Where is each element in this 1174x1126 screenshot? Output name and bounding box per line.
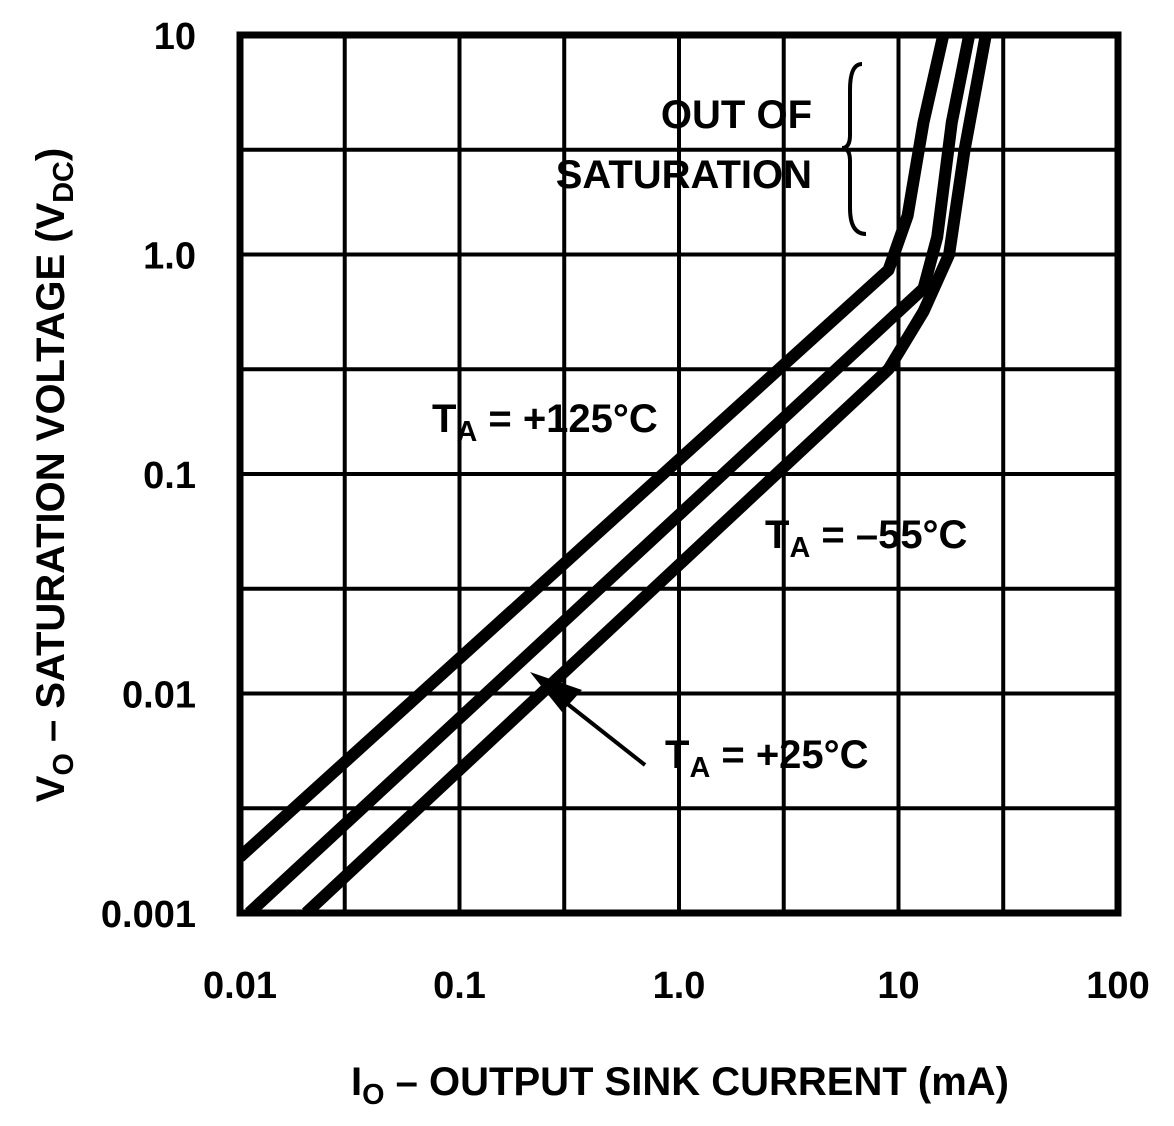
x-tick-label: 0.01 xyxy=(203,965,277,1007)
y-tick-label: 0.001 xyxy=(101,894,196,936)
text-part: = –55°C xyxy=(810,513,967,557)
arrow-head xyxy=(530,672,582,712)
text-part: DC xyxy=(48,161,80,203)
y-axis-title: VO – SATURATION VOLTAGE (VDC) xyxy=(29,148,80,802)
text-part: = +125°C xyxy=(477,397,658,441)
text-part: = +25°C xyxy=(710,733,868,777)
x-axis-title: IO – OUTPUT SINK CURRENT (mA) xyxy=(351,1060,1009,1111)
y-tick-label: 0.01 xyxy=(122,675,196,717)
text-part: O xyxy=(362,1079,384,1111)
text-part: – OUTPUT SINK CURRENT (mA) xyxy=(385,1060,1009,1104)
x-tick-label: 0.1 xyxy=(433,965,486,1007)
text-part: A xyxy=(789,532,810,564)
series-label: TA = +25°C xyxy=(665,733,869,784)
text-part: T xyxy=(665,733,689,777)
series-label: TA = +125°C xyxy=(432,397,658,448)
x-tick-label: 10 xyxy=(877,965,919,1007)
text-part: V xyxy=(29,775,73,802)
text-part: ) xyxy=(29,148,73,161)
text-part: I xyxy=(351,1060,362,1104)
arrow xyxy=(563,700,647,767)
text-part: – SATURATION VOLTAGE (V xyxy=(29,202,73,753)
series-line xyxy=(240,35,950,862)
text-part: T xyxy=(432,397,456,441)
text-part: O xyxy=(48,753,80,775)
y-tick-label: 0.1 xyxy=(143,455,196,497)
x-tick-label: 1.0 xyxy=(653,965,706,1007)
text-part: A xyxy=(689,752,710,784)
annotation: OUT OF xyxy=(661,93,812,137)
series-label: TA = –55°C xyxy=(765,513,967,564)
series-line xyxy=(245,35,976,913)
plot-frame xyxy=(236,31,1122,917)
brace xyxy=(841,62,867,236)
x-tick-label: 100 xyxy=(1086,965,1149,1007)
series-line xyxy=(302,35,992,913)
y-tick-label: 10 xyxy=(154,16,196,58)
y-tick-label: 1.0 xyxy=(143,236,196,278)
text-part: T xyxy=(765,513,789,557)
text-part: A xyxy=(456,416,477,448)
annotation: SATURATION xyxy=(556,153,812,197)
